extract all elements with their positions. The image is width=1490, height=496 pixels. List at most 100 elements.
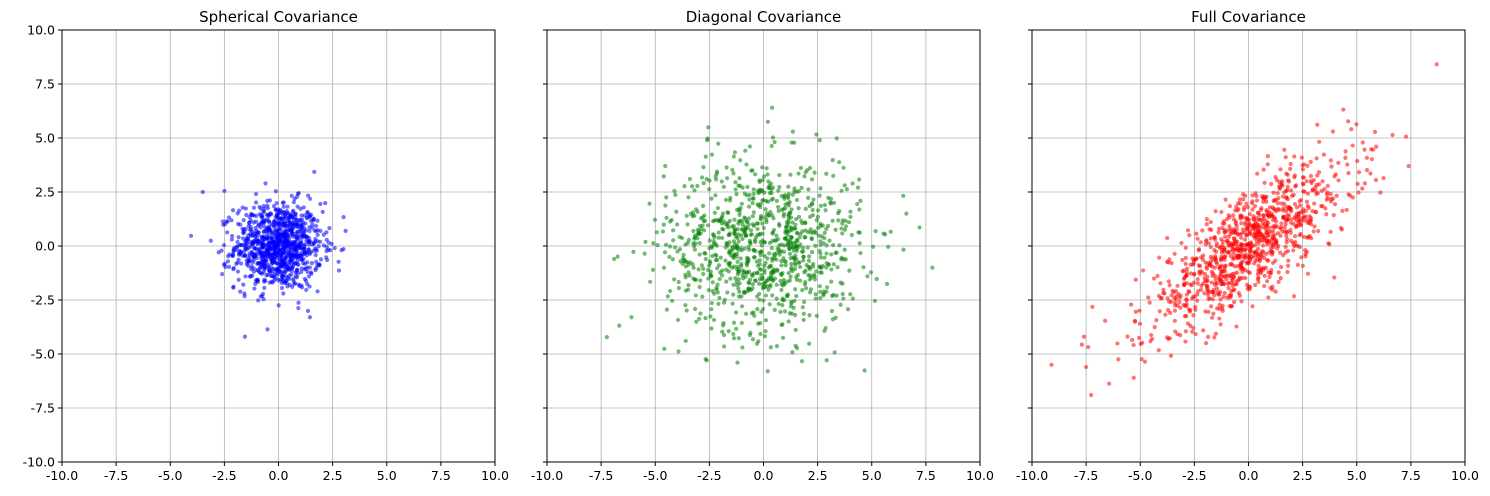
scatter-point [1346,192,1351,197]
scatter-point [824,261,829,266]
scatter-point [341,215,346,220]
scatter-point [857,177,862,182]
scatter-point [774,282,779,287]
scatter-point [1202,291,1207,296]
scatter-point [235,244,240,249]
scatter-point [1292,201,1298,207]
scatter-point [696,267,701,272]
scatter-point [829,252,834,257]
scatter-point [1275,201,1280,206]
scatter-point [1266,258,1271,263]
scatter-point [813,243,818,248]
scatter-point [716,230,721,235]
scatter-point [1133,277,1138,282]
scatter-point [715,205,721,211]
scatter-point [1332,275,1337,280]
scatter-point [822,255,827,260]
scatter-point [709,152,715,157]
scatter-point [818,255,823,260]
scatter-point [642,251,647,256]
scatter-point [758,217,763,222]
scatter-point [736,221,741,226]
scatter-point [1312,201,1317,206]
scatter-point [769,245,774,251]
scatter-point [1232,238,1237,244]
scatter-point [750,337,756,342]
scatter-point [1240,275,1245,281]
scatter-point [1285,184,1290,189]
scatter-point [1165,236,1170,241]
scatter-point [1315,173,1320,178]
scatter-point [1240,227,1246,232]
scatter-point [1125,334,1130,339]
scatter-point [760,178,765,183]
scatter-point [714,171,719,176]
scatter-point [1300,210,1306,215]
scatter-point [304,253,309,258]
scatter-point [265,198,270,203]
scatter-point [744,263,750,268]
scatter-point [1269,213,1274,219]
scatter-point [1286,179,1292,184]
scatter-point [1220,221,1225,226]
scatter-point [1313,210,1319,215]
scatter-point [686,283,691,288]
scatter-point [1292,234,1298,239]
scatter-point [855,185,861,190]
scatter-point [834,136,839,141]
scatter-point [308,270,314,275]
scatter-point [1255,232,1260,237]
scatter-point [1204,278,1209,283]
scatter-point [253,200,259,205]
scatter-point [1228,227,1233,232]
scatter-point [1191,261,1196,266]
scatter-point [1193,307,1198,312]
scatter-point [1310,209,1315,214]
scatter-point [1354,122,1359,127]
scatter-point [764,166,769,171]
scatter-point [257,247,262,252]
scatter-point [289,193,294,198]
scatter-point [1274,224,1280,229]
scatter-point [734,191,739,197]
scatter-point [1362,181,1367,186]
scatter-point [837,160,842,165]
scatter-point [774,296,779,301]
scatter-point [1264,199,1269,204]
scatter-point [295,204,300,209]
scatter-point [686,195,691,200]
scatter-point [663,163,668,169]
scatter-point [697,316,702,321]
x-tick-label: 2.5 [1293,468,1313,483]
scatter-point [824,226,829,232]
scatter-point [760,286,765,291]
scatter-point [1184,266,1190,271]
scatter-point [312,169,317,175]
scatter-point [678,259,683,264]
scatter-point [1305,163,1310,168]
scatter-point [1218,322,1223,327]
scatter-point [779,258,784,264]
scatter-point [343,228,348,233]
scatter-point [336,259,341,264]
scatter-point [769,190,774,196]
scatter-point [776,221,782,227]
scatter-point [1288,188,1294,193]
scatter-point [318,201,323,207]
scatter-point [796,206,801,211]
scatter-point [260,291,266,296]
scatter-point [661,265,667,270]
scatter-point [655,242,660,248]
scatter-point [731,336,737,341]
scatter-point [720,329,725,334]
scatter-point [782,243,787,248]
scatter-point [1285,213,1290,218]
scatter-point [275,270,280,275]
scatter-point [760,221,765,226]
scatter-point [257,261,262,266]
scatter-point [1292,154,1297,159]
x-tick-label: 5.0 [862,468,882,483]
scatter-point [797,235,802,240]
scatter-point [824,265,829,270]
scatter-point [686,237,692,242]
